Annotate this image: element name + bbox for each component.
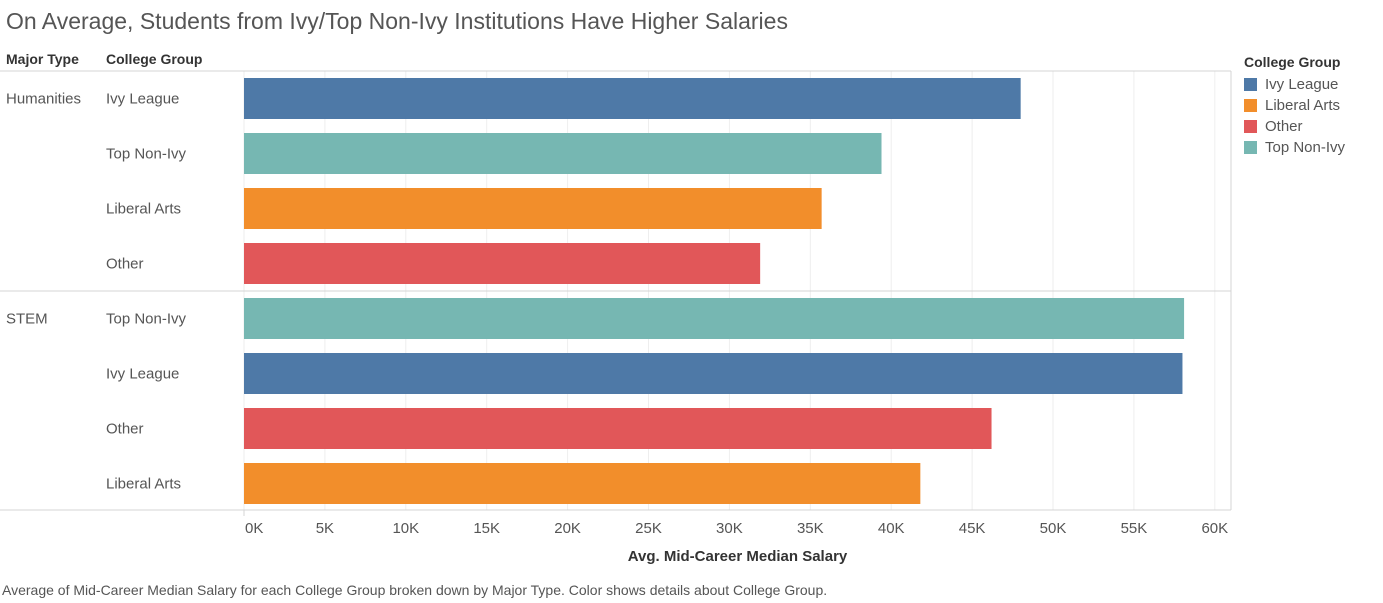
bar[interactable] xyxy=(244,78,1021,119)
bar[interactable] xyxy=(244,353,1183,394)
bar-chart: Humanities Ivy League Top Non-Ivy Liberal A… xyxy=(0,70,1232,565)
x-tick-label: 25K xyxy=(635,520,662,537)
x-tick-label: 20K xyxy=(554,520,581,537)
x-tick-label: 10K xyxy=(392,520,419,537)
major-type-label: Humanities xyxy=(6,91,81,108)
college-group-header: College Group xyxy=(106,51,203,67)
legend-label: Ivy League xyxy=(1265,76,1339,93)
major-type-label: STEM xyxy=(6,311,48,328)
legend: College Group Ivy League Liberal Arts Othe… xyxy=(1244,54,1345,158)
legend-title: College Group xyxy=(1244,54,1341,70)
x-axis-title: Avg. Mid-Career Median Salary xyxy=(628,548,848,565)
college-group-label: Liberal Arts xyxy=(106,476,181,493)
legend-label: Other xyxy=(1265,118,1303,135)
x-tick-label: 30K xyxy=(716,520,743,537)
x-tick-label: 45K xyxy=(959,520,986,537)
college-group-label: Ivy League xyxy=(106,91,179,108)
college-group-label: Ivy League xyxy=(106,366,179,383)
major-type-header: Major Type xyxy=(6,51,79,67)
legend-label: Top Non-Ivy xyxy=(1265,139,1346,156)
legend-swatch xyxy=(1244,99,1257,112)
bar[interactable] xyxy=(244,408,992,449)
legend-swatch xyxy=(1244,141,1257,154)
legend-item[interactable]: Other xyxy=(1244,116,1345,137)
x-tick-label: 60K xyxy=(1201,520,1228,537)
legend-swatch xyxy=(1244,120,1257,133)
legend-items: Ivy League Liberal Arts Other Top Non-Ivy xyxy=(1244,74,1345,158)
chart-title: On Average, Students from Ivy/Top Non-Iv… xyxy=(6,8,788,34)
college-group-label: Top Non-Ivy xyxy=(106,146,187,163)
college-group-label: Liberal Arts xyxy=(106,201,181,218)
bar[interactable] xyxy=(244,463,921,504)
legend-swatch xyxy=(1244,78,1257,91)
legend-item[interactable]: Ivy League xyxy=(1244,74,1345,95)
legend-item[interactable]: Top Non-Ivy xyxy=(1244,137,1345,158)
bar[interactable] xyxy=(244,133,882,174)
x-tick-label: 40K xyxy=(878,520,905,537)
bar[interactable] xyxy=(244,298,1185,339)
college-group-label: Top Non-Ivy xyxy=(106,311,187,328)
x-tick-label: 15K xyxy=(473,520,500,537)
college-group-label: Other xyxy=(106,256,144,273)
legend-item[interactable]: Liberal Arts xyxy=(1244,95,1345,116)
x-tick-label: 5K xyxy=(316,520,334,537)
x-tick-label: 0K xyxy=(245,520,263,537)
legend-label: Liberal Arts xyxy=(1265,97,1341,114)
bar[interactable] xyxy=(244,188,822,229)
bar[interactable] xyxy=(244,243,761,284)
x-tick-label: 35K xyxy=(797,520,824,537)
x-tick-label: 55K xyxy=(1121,520,1148,537)
college-group-label: Other xyxy=(106,421,144,438)
x-tick-label: 50K xyxy=(1040,520,1067,537)
chart-caption: Average of Mid-Career Median Salary for … xyxy=(2,582,828,598)
